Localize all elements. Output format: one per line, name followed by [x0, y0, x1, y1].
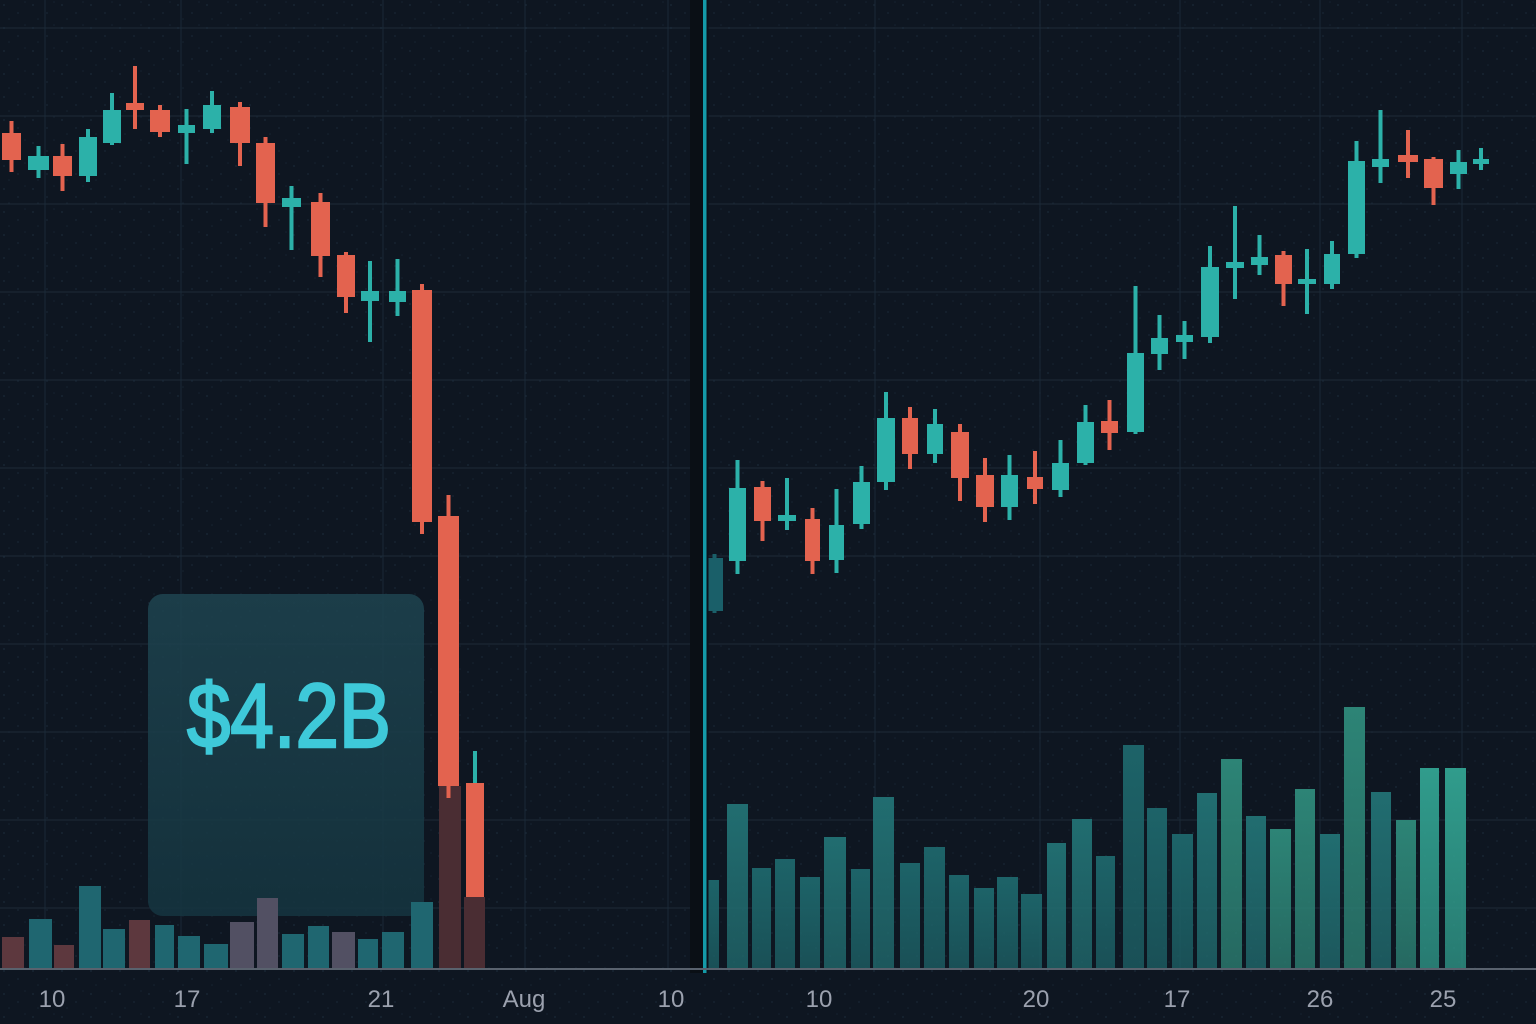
svg-text:10: 10 — [806, 986, 833, 1013]
svg-text:10: 10 — [658, 986, 685, 1013]
svg-text:10: 10 — [39, 986, 66, 1013]
svg-text:Aug: Aug — [503, 986, 546, 1013]
svg-text:26: 26 — [1307, 986, 1334, 1013]
svg-text:17: 17 — [1164, 986, 1191, 1013]
svg-text:20: 20 — [1023, 986, 1050, 1013]
svg-text:17: 17 — [174, 986, 201, 1013]
svg-text:21: 21 — [368, 986, 395, 1013]
svg-text:$4.2B: $4.2B — [187, 664, 391, 766]
svg-text:25: 25 — [1430, 986, 1457, 1013]
